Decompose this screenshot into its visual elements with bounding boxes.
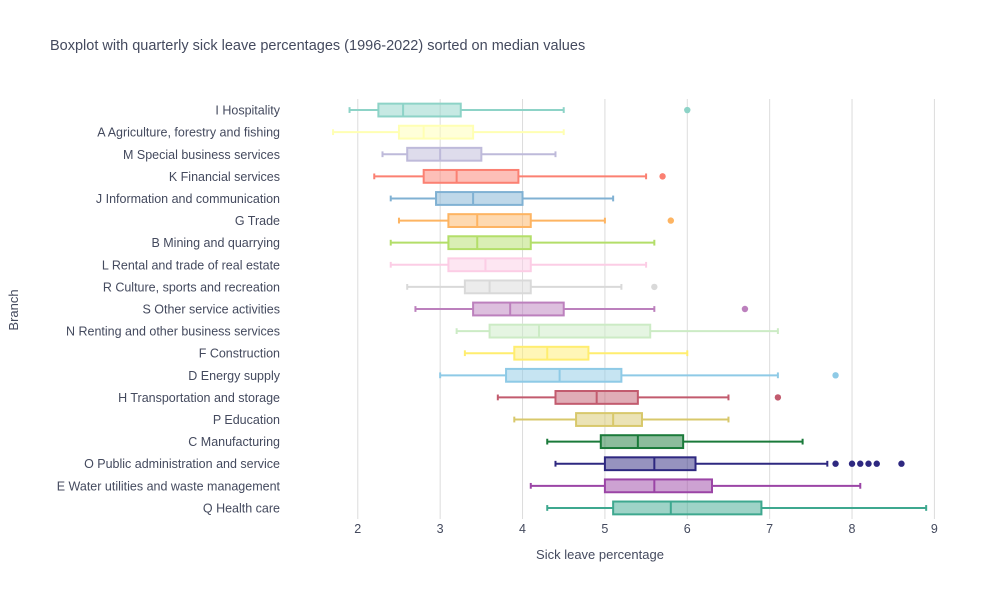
box-group-row-15 (513, 412, 730, 427)
box-group-row-13 (439, 367, 839, 383)
outlier-point-row-17-4 (865, 460, 872, 467)
x-tick-layer: 2 3 4 5 6 7 8 9 (354, 522, 938, 536)
x-tick-label-2: 2 (354, 522, 361, 536)
box-iqr-row-12 (513, 345, 590, 361)
box-iqr-row-18 (603, 478, 713, 494)
box-iqr-row-4 (422, 168, 520, 184)
y-category-label-row-17: O Public administration and service (84, 457, 280, 471)
y-category-label-row-15: P Education (213, 413, 280, 427)
box-group-row-11 (455, 323, 779, 339)
box-iqr-row-19 (612, 500, 763, 516)
outlier-point-row-10-1 (741, 305, 749, 313)
y-category-label-row-1: I Hospitality (215, 104, 280, 118)
outlier-point-row-17-3 (857, 460, 864, 467)
y-category-label-row-9: R Culture, sports and recreation (103, 280, 280, 294)
outlier-point-row-4-1 (659, 173, 666, 180)
box-group-row-1 (348, 102, 691, 118)
outlier-point-row-6-1 (667, 217, 675, 224)
x-tick-label-8: 8 (849, 522, 856, 536)
box-group-row-2 (332, 124, 565, 140)
y-category-label-row-7: B Mining and quarrying (151, 236, 280, 250)
box-iqr-row-1 (377, 102, 462, 118)
box-group-row-9 (406, 279, 658, 295)
y-axis-title: Branch (6, 289, 21, 330)
x-tick-label-4: 4 (519, 522, 526, 536)
box-group-row-8 (389, 257, 648, 273)
box-iqr-row-13 (505, 367, 623, 383)
outlier-point-row-13-1 (832, 372, 839, 379)
box-iqr-row-10 (472, 301, 565, 317)
y-category-label-row-19: Q Health care (203, 501, 280, 515)
y-category-label-row-12: F Construction (199, 347, 280, 361)
chart-title: Boxplot with quarterly sick leave percen… (50, 38, 585, 54)
box-group-row-19 (546, 500, 928, 516)
y-category-label-row-8: L Rental and trade of real estate (102, 258, 280, 272)
box-iqr-row-9 (463, 279, 532, 295)
box-group-row-5 (389, 191, 615, 206)
box-group-row-4 (373, 168, 666, 184)
y-category-label-row-14: H Transportation and storage (118, 391, 280, 405)
box-group-row-18 (529, 478, 862, 494)
outlier-point-row-17-5 (873, 460, 880, 467)
box-group-row-16 (546, 434, 804, 450)
box-iqr-row-6 (447, 213, 532, 228)
y-category-label-row-10: S Other service activities (142, 303, 280, 317)
y-label-layer: I Hospitality A Agriculture, forestry and… (57, 104, 281, 516)
outlier-point-row-9-1 (651, 283, 658, 291)
y-category-label-row-16: C Manufacturing (188, 435, 280, 449)
box-iqr-row-8 (447, 257, 532, 273)
box-group-row-6 (397, 213, 675, 228)
box-iqr-row-11 (488, 323, 652, 339)
box-group-row-3 (381, 146, 557, 162)
x-tick-label-9: 9 (931, 522, 938, 536)
box-group-row-7 (389, 235, 656, 251)
outlier-point-row-17-1 (832, 460, 839, 467)
box-layer (332, 102, 928, 516)
box-iqr-row-5 (435, 191, 524, 206)
outlier-point-row-14-1 (774, 394, 782, 401)
x-tick-label-5: 5 (601, 522, 608, 536)
outlier-point-row-1-1 (684, 106, 691, 114)
box-group-row-17 (554, 456, 905, 472)
box-group-row-12 (463, 345, 689, 361)
box-group-row-10 (414, 301, 749, 317)
box-iqr-row-2 (397, 124, 475, 140)
box-iqr-row-17 (603, 456, 697, 472)
outlier-point-row-17-2 (848, 460, 856, 467)
y-category-label-row-4: K Financial services (169, 170, 280, 184)
x-tick-label-3: 3 (437, 522, 444, 536)
x-tick-label-6: 6 (684, 522, 691, 536)
box-iqr-row-15 (575, 412, 643, 427)
box-iqr-row-3 (406, 146, 483, 162)
x-tick-label-7: 7 (766, 522, 773, 536)
outlier-point-row-17-6 (898, 460, 905, 467)
x-axis-title: Sick leave percentage (536, 547, 664, 562)
box-iqr-row-16 (599, 434, 685, 450)
y-category-label-row-2: A Agriculture, forestry and fishing (97, 126, 280, 140)
y-category-label-row-3: M Special business services (123, 148, 280, 162)
box-iqr-row-7 (447, 235, 532, 251)
y-category-label-row-13: D Energy supply (188, 369, 280, 383)
box-group-row-14 (496, 390, 782, 405)
y-category-label-row-11: N Renting and other business services (66, 325, 280, 339)
y-category-label-row-5: J Information and communication (96, 192, 280, 206)
y-category-label-row-6: G Trade (235, 214, 280, 228)
y-category-label-row-18: E Water utilities and waste management (57, 479, 281, 493)
